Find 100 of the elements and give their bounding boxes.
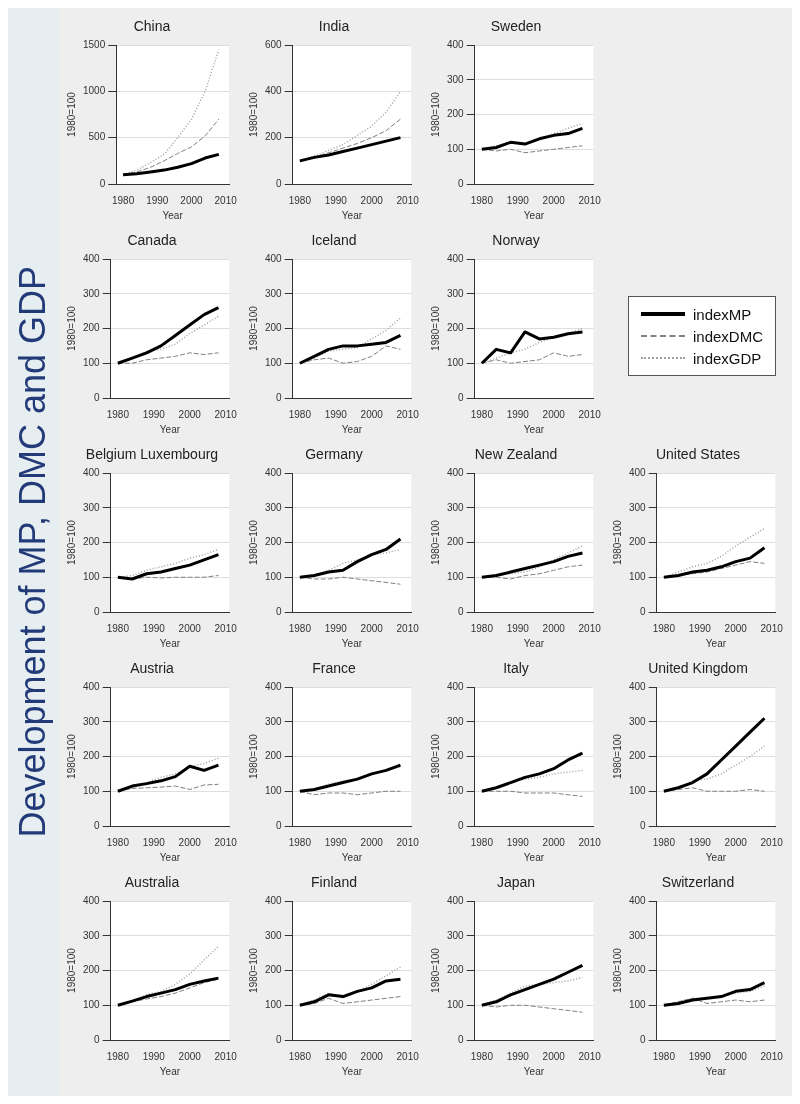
chart-title: Sweden [490, 17, 542, 36]
chart-title: United States [655, 445, 741, 464]
chart-title: India [318, 17, 350, 36]
x-tick-label: 2010 [578, 408, 602, 420]
x-tick-label: 2000 [724, 1050, 748, 1062]
chart-title: Norway [492, 231, 540, 250]
x-axis-title: Year [341, 851, 363, 863]
chart-title: Belgium Luxembourg [85, 445, 219, 464]
y-tick-label: 0 [99, 177, 106, 189]
x-axis-title: Year [341, 637, 363, 649]
x-tick-label: 1990 [688, 622, 712, 634]
x-tick-label: 1980 [652, 1050, 676, 1062]
y-tick-label: 0 [458, 819, 465, 831]
y-tick-label: 600 [265, 38, 283, 50]
y-tick-label: 0 [276, 177, 283, 189]
y-tick-label: 0 [458, 1033, 465, 1045]
x-tick-label: 1990 [324, 194, 348, 206]
y-tick-label: 0 [458, 605, 465, 617]
x-tick-label: 1990 [142, 1050, 166, 1062]
chart-title: New Zealand [474, 445, 558, 464]
y-tick-label: 400 [83, 252, 101, 264]
y-tick-label: 400 [629, 466, 647, 478]
y-tick-label: 100 [265, 357, 283, 368]
y-tick-label: 100 [447, 143, 465, 154]
y-tick-label: 200 [629, 964, 647, 976]
x-tick-label: 2000 [178, 1050, 202, 1062]
y-tick-label: 0 [94, 819, 101, 831]
x-tick-label: 2010 [214, 836, 238, 848]
y-axis-title: 1980=100 [429, 91, 441, 137]
x-tick-label: 2000 [724, 622, 748, 634]
y-tick-label: 200 [83, 536, 101, 548]
y-tick-label: 400 [447, 466, 465, 478]
y-tick-label: 0 [276, 819, 283, 831]
x-axis-title: Year [523, 637, 545, 649]
y-tick-label: 100 [629, 571, 647, 582]
legend-label: indexMP [692, 305, 752, 323]
x-axis-title: Year [705, 851, 727, 863]
x-tick-label: 2010 [396, 836, 420, 848]
y-axis-title: 1980=100 [65, 305, 77, 351]
x-tick-label: 2000 [178, 408, 202, 420]
y-tick-label: 0 [276, 391, 283, 403]
chart-title: Switzerland [661, 873, 735, 892]
x-axis-title: Year [159, 637, 181, 649]
y-tick-label: 400 [83, 894, 101, 906]
y-tick-label: 200 [629, 536, 647, 548]
y-tick-label: 400 [265, 894, 283, 906]
x-axis-title: Year [705, 1065, 727, 1077]
x-axis-title: Year [341, 209, 363, 221]
x-tick-label: 2010 [578, 1050, 602, 1062]
x-axis-title: Year [523, 1065, 545, 1077]
y-tick-label: 400 [447, 252, 465, 264]
y-tick-label: 200 [447, 750, 465, 762]
x-tick-label: 1990 [506, 622, 530, 634]
y-tick-label: 300 [265, 929, 283, 941]
x-tick-label: 1990 [324, 622, 348, 634]
x-axis-title: Year [705, 637, 727, 649]
x-tick-label: 1990 [506, 1050, 530, 1062]
x-tick-label: 1990 [506, 408, 530, 420]
y-tick-label: 100 [83, 357, 101, 368]
y-tick-label: 200 [265, 750, 283, 762]
x-tick-label: 2000 [542, 1050, 566, 1062]
x-tick-label: 1980 [470, 622, 494, 634]
x-tick-label: 2000 [360, 836, 384, 848]
y-tick-label: 200 [83, 750, 101, 762]
y-tick-label: 200 [83, 322, 101, 334]
x-axis-title: Year [523, 209, 545, 221]
y-tick-label: 400 [265, 85, 283, 97]
chart-title: Canada [127, 231, 177, 250]
x-tick-label: 2010 [760, 836, 784, 848]
x-tick-label: 2010 [214, 194, 238, 206]
x-tick-label: 2010 [214, 1050, 238, 1062]
y-tick-label: 100 [447, 785, 465, 796]
y-tick-label: 400 [447, 680, 465, 692]
y-tick-label: 200 [447, 964, 465, 976]
x-axis-title: Year [341, 1065, 363, 1077]
y-tick-label: 300 [265, 501, 283, 513]
y-tick-label: 300 [83, 715, 101, 727]
x-tick-label: 1980 [470, 836, 494, 848]
x-axis-title: Year [162, 209, 184, 221]
y-tick-label: 0 [276, 1033, 283, 1045]
y-axis-title: 1980=100 [247, 947, 259, 993]
text: Development of MP, DMC and GDP [12, 266, 54, 838]
y-tick-label: 200 [265, 964, 283, 976]
y-tick-label: 400 [447, 38, 465, 50]
x-tick-label: 2010 [760, 1050, 784, 1062]
x-tick-label: 1980 [470, 194, 494, 206]
x-tick-label: 2010 [396, 1050, 420, 1062]
x-tick-label: 2000 [724, 836, 748, 848]
y-axis-title: 1980=100 [247, 305, 259, 351]
x-tick-label: 1980 [106, 408, 130, 420]
y-tick-label: 1500 [83, 38, 106, 50]
x-tick-label: 2000 [360, 408, 384, 420]
x-tick-label: 2000 [180, 194, 204, 206]
x-tick-label: 1980 [106, 836, 130, 848]
y-tick-label: 300 [629, 929, 647, 941]
x-tick-label: 1990 [142, 408, 166, 420]
x-tick-label: 1980 [106, 622, 130, 634]
y-axis-title: 1980=100 [611, 733, 623, 779]
y-tick-label: 0 [640, 605, 647, 617]
y-tick-label: 0 [94, 391, 101, 403]
